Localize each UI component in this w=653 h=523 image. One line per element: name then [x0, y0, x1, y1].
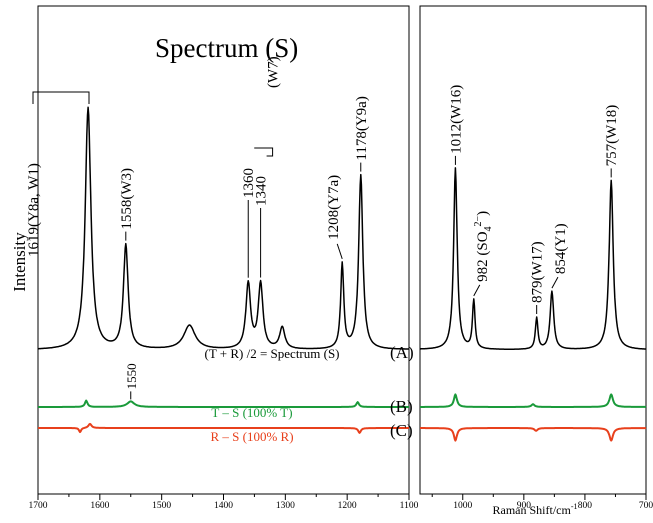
peak-leader-line: [474, 285, 480, 296]
peak-label: 757(W18): [604, 105, 620, 167]
x-tick-label: 1100: [400, 501, 419, 511]
x-tick-label: 1300: [276, 501, 295, 511]
plot-frame-left: [38, 6, 409, 494]
x-tick-label: 1400: [214, 501, 233, 511]
x-tick-label: 1600: [90, 501, 109, 511]
peak-label: 1558(W3): [119, 168, 135, 230]
x-axis-label-superscript: -1: [571, 502, 578, 511]
x-tick-label: 800: [578, 501, 593, 511]
peak-label-sulfate-text: 982 (SO: [475, 231, 491, 282]
x-tick-label: 1200: [338, 501, 357, 511]
trace-b-segment-2: [420, 394, 646, 407]
x-tick-label: 1500: [152, 501, 171, 511]
x-tick-label: 1000: [453, 501, 472, 511]
y-axis-label: Intensity: [10, 232, 29, 292]
peak-label: 1340: [254, 176, 270, 206]
trace-label-a: (A): [390, 343, 414, 362]
peak-label-sulfate-tail: ): [475, 211, 491, 216]
peak-leader-line: [552, 277, 558, 288]
peak-label: 1208(Y7a): [326, 175, 342, 240]
sum-annotation: (T + R) /2 = Spectrum (S): [204, 346, 339, 361]
peak-label: 1178(Y9a): [354, 96, 370, 160]
x-axis-label-text: Raman Shift/cm: [493, 503, 572, 517]
peak-label: 1012(W16): [448, 85, 464, 154]
chart-title: Spectrum (S): [155, 33, 298, 63]
r-minus-s-annotation: R – S (100% R): [210, 429, 293, 444]
peak-label: 1550: [124, 363, 139, 389]
x-tick-label: 1700: [29, 501, 48, 511]
peak-label: 854(Y1): [553, 223, 569, 274]
peak-label-sulfate: 982 (SO42−): [473, 211, 494, 282]
peak-label-sulfate-sup: 2−: [473, 215, 484, 226]
peak-label-sulfate-sub: 4: [483, 226, 494, 231]
peak-bracket-w7: [254, 148, 272, 156]
peak-label: 879(W17): [530, 241, 546, 303]
trace-c-segment-2: [420, 428, 646, 441]
trace-label-c: (C): [390, 421, 413, 440]
x-tick-label: 700: [639, 501, 653, 511]
peak-bracket-1619: [33, 92, 89, 104]
x-axis-label: Raman Shift/cm-1: [493, 502, 578, 517]
peak-leader-line: [337, 244, 342, 259]
t-minus-s-annotation: T – S (100% T): [211, 405, 292, 420]
trace-label-b: (B): [390, 397, 413, 416]
